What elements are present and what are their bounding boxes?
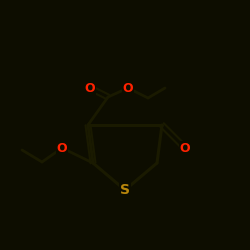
Text: O: O xyxy=(180,142,190,154)
Text: O: O xyxy=(123,82,133,94)
Text: S: S xyxy=(120,183,130,197)
Text: O: O xyxy=(85,82,95,94)
Text: O: O xyxy=(57,142,67,154)
